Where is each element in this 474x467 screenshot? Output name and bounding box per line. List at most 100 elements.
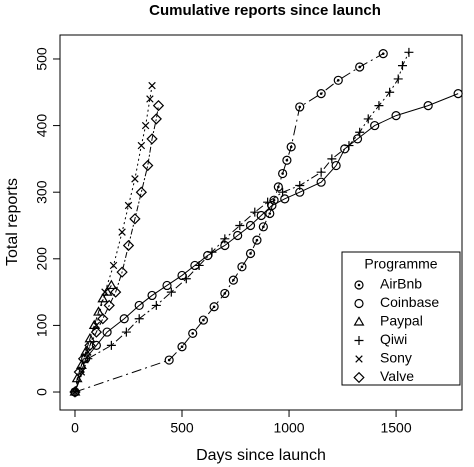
marker-shape: [102, 327, 112, 337]
marker-shape: [151, 300, 161, 310]
point: [129, 213, 141, 225]
marker-shape: [250, 207, 260, 217]
point: [105, 279, 117, 290]
marker-shape: [146, 133, 158, 145]
point: [316, 89, 326, 99]
marker-dot: [357, 283, 361, 287]
marker-shape: [135, 186, 147, 198]
marker-shape: [150, 113, 162, 125]
marker-dot: [272, 198, 276, 202]
legend-label: Sony: [380, 350, 412, 366]
marker-shape: [122, 239, 135, 252]
marker-shape: [110, 286, 122, 298]
marker-shape: [245, 220, 256, 231]
marker-dot: [268, 212, 272, 215]
marker-shape: [278, 187, 288, 197]
point: [166, 287, 176, 297]
marker-shape: [353, 371, 365, 384]
series-line: [74, 105, 159, 393]
legend-box: [341, 251, 461, 386]
marker-shape: [355, 127, 365, 137]
marker-shape: [374, 101, 384, 111]
marker-shape: [73, 366, 85, 378]
point: [152, 99, 165, 112]
point: [177, 342, 187, 352]
marker-shape: [316, 167, 326, 177]
point: [109, 261, 118, 270]
marker-shape: [129, 213, 141, 225]
y-tick-label: 400: [34, 114, 50, 138]
point: [122, 239, 135, 252]
marker-shape: [109, 261, 118, 270]
point: [228, 275, 238, 285]
marker-dot: [277, 185, 280, 189]
marker-dot: [281, 172, 284, 175]
marker-shape: [355, 355, 363, 363]
point: [286, 142, 296, 152]
point: [97, 313, 109, 325]
marker-shape: [209, 302, 219, 312]
x-tick-label: 0: [71, 420, 79, 436]
legend-label: Qiwi: [380, 331, 407, 347]
point: [282, 155, 292, 165]
y-tick-label: 200: [34, 247, 50, 271]
marker-shape: [194, 260, 204, 270]
marker-shape: [353, 316, 365, 326]
point: [146, 133, 158, 145]
legend-marker: [354, 336, 364, 345]
point: [162, 280, 172, 291]
marker-shape: [75, 359, 87, 369]
marker-shape: [90, 326, 103, 338]
marker-shape: [354, 280, 364, 290]
point: [90, 326, 103, 338]
point: [397, 61, 407, 71]
marker-shape: [166, 287, 176, 297]
point: [385, 87, 395, 97]
marker-shape: [162, 280, 172, 291]
point: [77, 368, 86, 376]
marker-shape: [105, 279, 117, 290]
point: [91, 340, 101, 350]
marker-shape: [106, 340, 116, 350]
marker-shape: [235, 220, 245, 230]
legend-marker: [354, 298, 364, 309]
marker-shape: [354, 298, 364, 309]
marker-shape: [391, 110, 401, 121]
point: [73, 366, 85, 378]
point: [355, 62, 365, 72]
marker-shape: [116, 266, 128, 278]
marker-shape: [393, 74, 403, 84]
marker-shape: [333, 75, 343, 85]
marker-dot: [180, 345, 184, 349]
series-line: [74, 53, 384, 393]
point: [327, 154, 337, 164]
marker-shape: [152, 99, 165, 112]
marker-shape: [278, 168, 288, 179]
point: [316, 177, 326, 187]
marker-shape: [198, 315, 209, 325]
marker-shape: [77, 368, 86, 376]
marker-shape: [327, 154, 337, 164]
marker-shape: [124, 201, 133, 210]
marker-shape: [344, 141, 354, 151]
point: [84, 339, 96, 352]
point: [97, 292, 109, 303]
marker-shape: [220, 234, 230, 244]
point: [344, 141, 354, 151]
point: [273, 182, 283, 192]
marker-shape: [263, 197, 273, 207]
marker-shape: [103, 299, 115, 312]
point: [423, 101, 433, 111]
marker-shape: [147, 290, 157, 301]
y-tick-label: 500: [34, 47, 50, 71]
marker-dot: [212, 305, 216, 309]
marker-shape: [316, 89, 326, 99]
marker-shape: [164, 355, 174, 365]
point: [278, 168, 288, 179]
point: [220, 288, 230, 299]
series-line: [74, 52, 410, 393]
point: [131, 175, 139, 183]
marker-shape: [188, 328, 198, 339]
point: [391, 110, 401, 121]
